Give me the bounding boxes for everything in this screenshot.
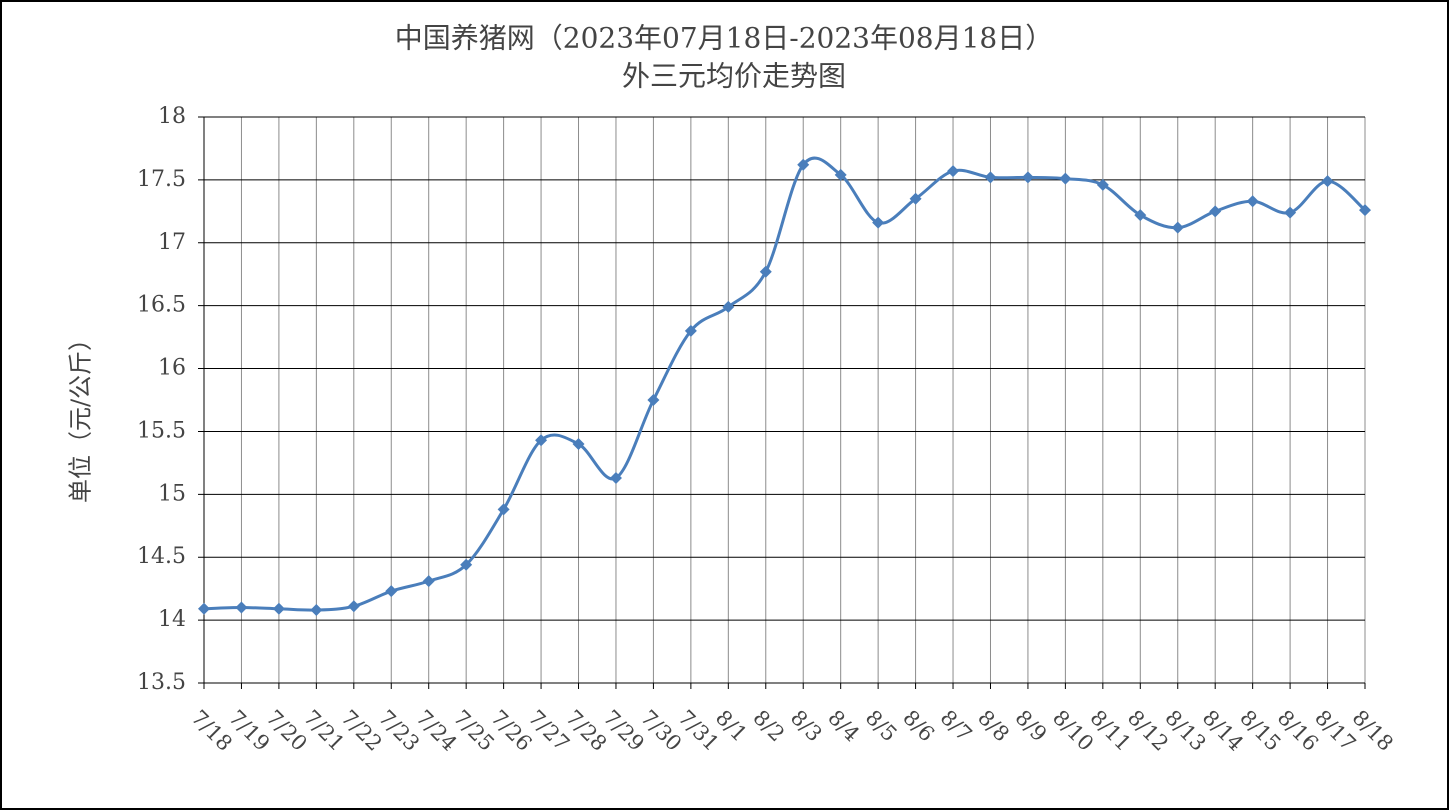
point-marker (235, 601, 248, 614)
point-marker (1171, 221, 1184, 234)
point-marker (1096, 178, 1109, 191)
y-tick-label: 16.5 (137, 293, 186, 318)
y-axis-label: 单位（元/公斤） (67, 327, 95, 503)
series-line (203, 156, 1366, 612)
point-marker (1209, 205, 1222, 218)
y-tick-label: 18 (158, 104, 186, 129)
point-marker (1059, 172, 1072, 185)
point-marker (310, 604, 323, 617)
chart-title: 外三元均价走势图 (622, 60, 846, 93)
y-tick-label: 14 (158, 607, 186, 632)
point-marker (1021, 171, 1034, 184)
point-marker (872, 216, 885, 229)
point-marker (1246, 195, 1259, 208)
point-marker (947, 165, 960, 178)
y-tick-label: 16 (158, 356, 186, 381)
point-marker (609, 471, 622, 484)
point-marker (909, 192, 922, 205)
point-marker (797, 158, 810, 171)
point-marker (759, 265, 772, 278)
point-marker (272, 602, 285, 615)
y-tick-label: 17.5 (137, 167, 186, 192)
point-marker (422, 575, 435, 588)
point-marker (647, 394, 660, 406)
point-marker (1321, 175, 1334, 188)
point-marker (460, 558, 473, 571)
point-marker (722, 300, 735, 313)
point-marker (198, 602, 210, 615)
y-tick-label: 15 (158, 481, 186, 506)
y-tick-label: 13.5 (137, 670, 186, 695)
point-marker (347, 600, 360, 613)
point-marker (834, 168, 847, 181)
point-marker (1284, 206, 1297, 219)
point-marker (1359, 204, 1371, 217)
y-tick-label: 17 (158, 230, 186, 255)
point-marker (535, 434, 548, 447)
point-marker (684, 324, 697, 337)
y-tick-label: 14.5 (137, 544, 186, 569)
y-tick-label: 15.5 (137, 418, 186, 443)
point-marker (572, 438, 585, 451)
chart-title: 中国养猪网（2023年07月18日-2023年08月18日） (395, 22, 1054, 55)
point-marker (385, 585, 398, 598)
point-marker (984, 171, 997, 184)
point-marker (497, 503, 510, 516)
point-marker (1134, 209, 1147, 222)
